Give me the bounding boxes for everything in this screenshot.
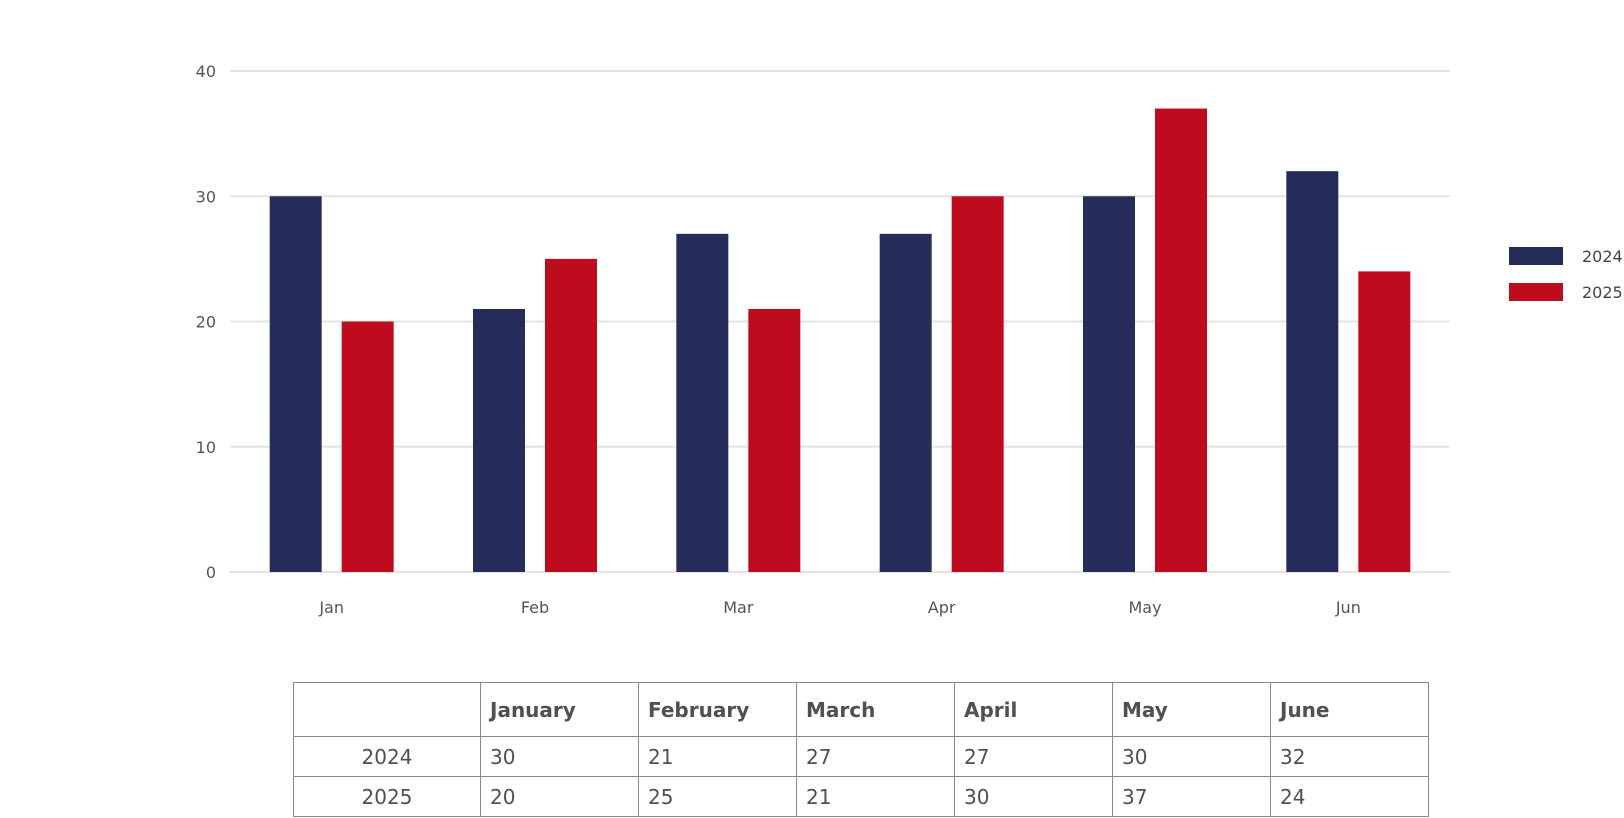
x-tick-label: Jun (1335, 598, 1361, 617)
gridlines (230, 70, 1450, 573)
y-tick-label: 40 (196, 62, 216, 81)
bar-2025-jan (341, 321, 394, 572)
data-table: January February March April May June 20… (293, 682, 1429, 817)
table-row-label: 2024 (293, 736, 481, 777)
table-column-header: May (1112, 682, 1271, 737)
y-tick-label: 30 (196, 187, 216, 206)
bar-2025-may (1155, 108, 1207, 572)
x-tick-label: May (1128, 598, 1161, 617)
table-row: 2024 30 21 27 27 30 32 (293, 736, 1429, 777)
table-cell: 30 (954, 776, 1113, 817)
table-cell: 30 (1112, 736, 1271, 777)
bar-2024-may (1083, 196, 1135, 572)
table-column-header: June (1270, 682, 1429, 737)
x-axis-ticks: Jan Feb Mar Apr May Jun (318, 598, 1361, 617)
table-cell: 25 (638, 776, 797, 817)
x-tick-label: Feb (521, 598, 549, 617)
table-column-header: January (480, 682, 639, 737)
y-tick-label: 10 (196, 438, 216, 457)
legend-swatch-2024 (1509, 247, 1563, 265)
bar-2024-mar (676, 233, 729, 572)
legend-swatch-2025 (1509, 283, 1563, 301)
legend-label-2024: 2024 (1582, 247, 1623, 266)
table-cell: 20 (480, 776, 639, 817)
bar-chart: 0 10 20 30 40 Jan Feb Mar Apr May Jun 2024 2025 (196, 62, 1623, 617)
table-cell: 27 (954, 736, 1113, 777)
table-row: 2025 20 25 21 30 37 24 (293, 776, 1429, 817)
bar-2025-jun (1358, 271, 1411, 572)
bars (269, 108, 1411, 572)
bar-2025-apr (951, 196, 1004, 572)
bar-2024-feb (473, 308, 525, 572)
table-corner-cell (293, 682, 481, 737)
x-tick-label: Apr (928, 598, 956, 617)
bar-2025-mar (748, 308, 801, 572)
table-cell: 30 (480, 736, 639, 777)
bar-2024-jan (269, 196, 322, 572)
table-column-header: April (954, 682, 1113, 737)
table-cell: 27 (796, 736, 955, 777)
legend-label-2025: 2025 (1582, 283, 1623, 302)
y-tick-label: 0 (206, 563, 216, 582)
table-cell: 37 (1112, 776, 1271, 817)
bar-2024-apr (879, 233, 932, 572)
bar-2025-feb (545, 258, 597, 572)
table-row-label: 2025 (293, 776, 481, 817)
table-column-header: March (796, 682, 955, 737)
table-cell: 32 (1270, 736, 1429, 777)
table-cell: 21 (638, 736, 797, 777)
bar-2024-jun (1286, 171, 1339, 572)
x-tick-label: Jan (318, 598, 344, 617)
y-tick-label: 20 (196, 313, 216, 332)
y-axis-ticks: 0 10 20 30 40 (196, 62, 216, 582)
table-header-row: January February March April May June (293, 682, 1429, 737)
table-cell: 21 (796, 776, 955, 817)
table-column-header: February (638, 682, 797, 737)
x-tick-label: Mar (723, 598, 754, 617)
table-cell: 24 (1270, 776, 1429, 817)
legend: 2024 2025 (1509, 247, 1623, 302)
